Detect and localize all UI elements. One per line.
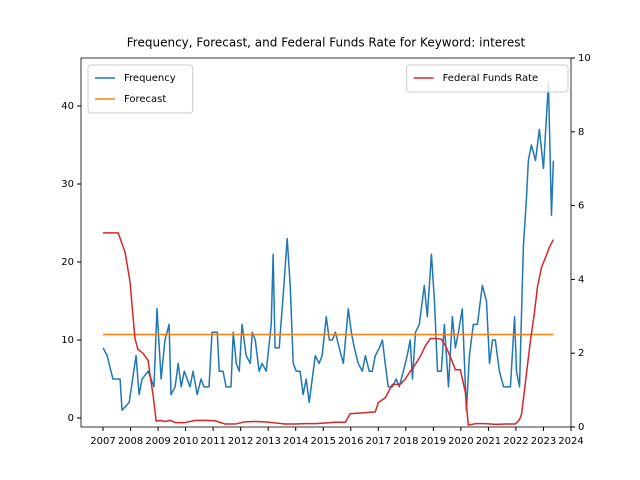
x-tick-label: 2024 — [558, 436, 583, 447]
y-tick-label: 0 — [68, 413, 74, 424]
x-tick-label: 2011 — [200, 436, 225, 447]
legend: Frequency Forecast — [87, 64, 194, 114]
x-tick-label: 2017 — [366, 436, 391, 447]
x-tick-label: 2008 — [118, 436, 143, 447]
x-tick-label: 2009 — [145, 436, 170, 447]
legend-label: Frequency — [124, 73, 176, 84]
x-tick-label: 2020 — [448, 436, 473, 447]
chart-title: Frequency, Forecast, and Federal Funds R… — [127, 36, 526, 50]
series-line — [102, 81, 555, 411]
y-tick-label: 10 — [61, 335, 74, 346]
x-tick-label: 2007 — [90, 436, 115, 447]
x-tick-label: 2022 — [503, 436, 528, 447]
x-tick-label: 2016 — [338, 436, 363, 447]
plot-frame — [80, 57, 572, 428]
x-tick-label: 2018 — [393, 436, 418, 447]
x-tick-label: 2015 — [311, 436, 336, 447]
x-tick-label: 2012 — [228, 436, 253, 447]
x-tick-label: 2014 — [283, 436, 308, 447]
legend: Federal Funds Rate — [406, 64, 569, 93]
y2-tick-label: 0 — [578, 422, 584, 433]
x-tick-label: 2021 — [476, 436, 501, 447]
x-tick-label: 2010 — [173, 436, 198, 447]
x-tick-label: 2023 — [531, 436, 556, 447]
y2-tick-label: 8 — [578, 127, 584, 138]
series-line — [103, 232, 555, 426]
y-tick-label: 20 — [61, 257, 74, 268]
y-tick-label: 40 — [61, 101, 74, 112]
y2-tick-label: 6 — [578, 201, 584, 212]
y2-tick-label: 10 — [578, 53, 591, 64]
legend-label: Forecast — [124, 94, 166, 105]
x-tick-label: 2019 — [421, 436, 446, 447]
legend-label: Federal Funds Rate — [443, 73, 539, 84]
legend-frame — [87, 64, 194, 114]
legend-frame — [406, 64, 569, 93]
y2-tick-label: 2 — [578, 348, 584, 359]
y2-tick-label: 4 — [578, 274, 584, 285]
y-tick-label: 30 — [61, 179, 74, 190]
x-tick-label: 2013 — [255, 436, 280, 447]
